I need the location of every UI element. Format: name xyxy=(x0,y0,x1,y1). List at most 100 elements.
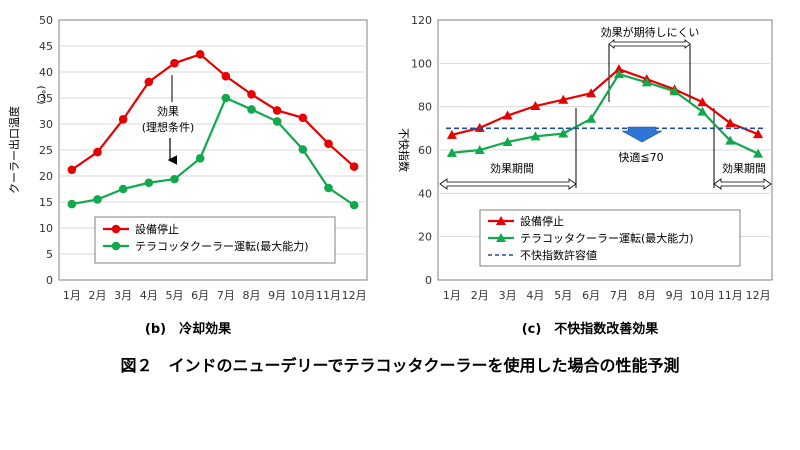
x-tick-label: 8月 xyxy=(638,289,656,302)
x-tick-label: 12月 xyxy=(746,289,771,302)
y-tick-label: 80 xyxy=(418,101,432,114)
data-point xyxy=(170,174,179,184)
data-point xyxy=(195,154,205,163)
y-tick-label: 120 xyxy=(411,14,432,27)
y-tick-label: 20 xyxy=(418,231,432,244)
effect-period-arrow-left xyxy=(439,178,577,190)
legend-box-b xyxy=(94,216,336,264)
data-point xyxy=(725,135,736,145)
data-point xyxy=(502,110,513,120)
effect-period-arrow-right xyxy=(713,178,772,190)
data-point xyxy=(586,113,597,123)
data-point xyxy=(753,148,764,158)
data-point xyxy=(474,145,485,154)
legend-label: 不快指数許容値 xyxy=(520,248,597,262)
x-tick-label: 12月 xyxy=(342,289,367,302)
data-point xyxy=(697,97,708,107)
data-point xyxy=(530,101,541,111)
data-point xyxy=(221,93,231,103)
data-point xyxy=(67,199,77,209)
x-tick-labels-b: 1月 2月 3月 4月 5月 6月 7月 8月 9月 10月 11月 12月 xyxy=(63,289,367,302)
y-tick-labels-c: 0 20 40 60 80 100 120 xyxy=(411,14,432,287)
series-line xyxy=(71,53,355,171)
legend-label: 設備停止 xyxy=(135,222,179,236)
data-point xyxy=(613,64,624,74)
x-tick-label: 11月 xyxy=(718,289,743,302)
data-point xyxy=(725,118,736,128)
data-point xyxy=(170,58,179,68)
data-point xyxy=(753,129,764,139)
y-tick-label: 100 xyxy=(411,57,432,70)
data-point xyxy=(446,129,457,139)
annotation-effect-hard: 効果が期待しにくい xyxy=(601,25,700,39)
data-point xyxy=(530,131,541,141)
x-tick-label: 5月 xyxy=(166,289,184,302)
y-tick-label: 60 xyxy=(418,144,432,157)
y-tick-label: 20 xyxy=(39,170,53,183)
legend-marker xyxy=(111,241,121,251)
data-point xyxy=(298,145,308,154)
series-line xyxy=(71,96,355,207)
x-tick-label: 6月 xyxy=(582,289,600,302)
data-point xyxy=(93,195,102,204)
legend-marker xyxy=(111,224,121,234)
caption-b: (b) 冷却効果 xyxy=(145,321,231,337)
x-tick-label: 1月 xyxy=(443,289,461,302)
data-point xyxy=(558,94,569,104)
y-tick-label: 0 xyxy=(425,274,432,287)
annotation-effect-period-1: 効果期間 xyxy=(490,161,534,175)
data-point xyxy=(349,200,359,210)
legend-marker xyxy=(496,233,506,242)
caption-c: (c) 不快指数改善効果 xyxy=(522,321,659,337)
y-tick-label: 35 xyxy=(39,92,53,105)
y-tick-label: 10 xyxy=(39,222,53,235)
annotation-ideal: (理想条件) xyxy=(142,120,195,134)
figure-title: 図２ インドのニューデリーでテラコッタクーラーを使用した場合の性能予測 xyxy=(120,356,679,375)
x-tick-label: 7月 xyxy=(610,289,628,302)
data-point xyxy=(118,184,128,194)
x-tick-labels-c: 1月 2月 3月 4月 5月 6月 7月 8月 9月 10月 11月 12月 xyxy=(443,289,771,302)
x-tick-label: 7月 xyxy=(217,289,235,302)
y-tick-label: 45 xyxy=(39,40,53,53)
data-point xyxy=(613,69,624,79)
data-point xyxy=(474,122,485,132)
data-point xyxy=(697,106,708,116)
data-point xyxy=(324,139,333,149)
data-point xyxy=(67,165,77,175)
y-tick-labels-b: 0 5 10 15 20 25 30 35 40 45 50 xyxy=(39,14,53,287)
x-tick-label: 4月 xyxy=(526,289,544,302)
data-point xyxy=(118,115,128,124)
x-tick-label: 6月 xyxy=(191,289,209,302)
legend-label: 設備停止 xyxy=(520,214,564,228)
x-tick-label: 9月 xyxy=(666,289,684,302)
data-point xyxy=(195,50,205,59)
data-point xyxy=(502,136,513,146)
data-point xyxy=(586,88,597,98)
x-tick-label: 8月 xyxy=(243,289,261,302)
data-point xyxy=(641,77,652,87)
x-tick-label: 11月 xyxy=(316,289,341,302)
x-tick-label: 3月 xyxy=(499,289,517,302)
data-point xyxy=(247,90,256,99)
series-line xyxy=(451,72,759,155)
x-tick-label: 2月 xyxy=(89,289,107,302)
legend-label: テラコッタクーラー運転(最大能力) xyxy=(135,239,309,253)
y-axis-label-b: クーラー出口温度 xyxy=(7,106,21,194)
y-tick-label: 40 xyxy=(418,187,432,200)
series-c xyxy=(446,64,764,158)
data-point xyxy=(144,178,154,188)
series-b xyxy=(67,50,359,210)
legend-box-c xyxy=(479,209,741,267)
annotation-effect: 効果 xyxy=(157,104,179,118)
x-tick-label: 1月 xyxy=(63,289,81,302)
x-tick-label: 2月 xyxy=(471,289,489,302)
data-point xyxy=(349,162,359,171)
y-axis-unit-b: (℃) xyxy=(35,85,46,104)
legend-label: テラコッタクーラー運転(最大能力) xyxy=(520,231,694,245)
x-tick-label: 4月 xyxy=(140,289,158,302)
data-point xyxy=(272,106,282,115)
data-point xyxy=(558,128,569,138)
